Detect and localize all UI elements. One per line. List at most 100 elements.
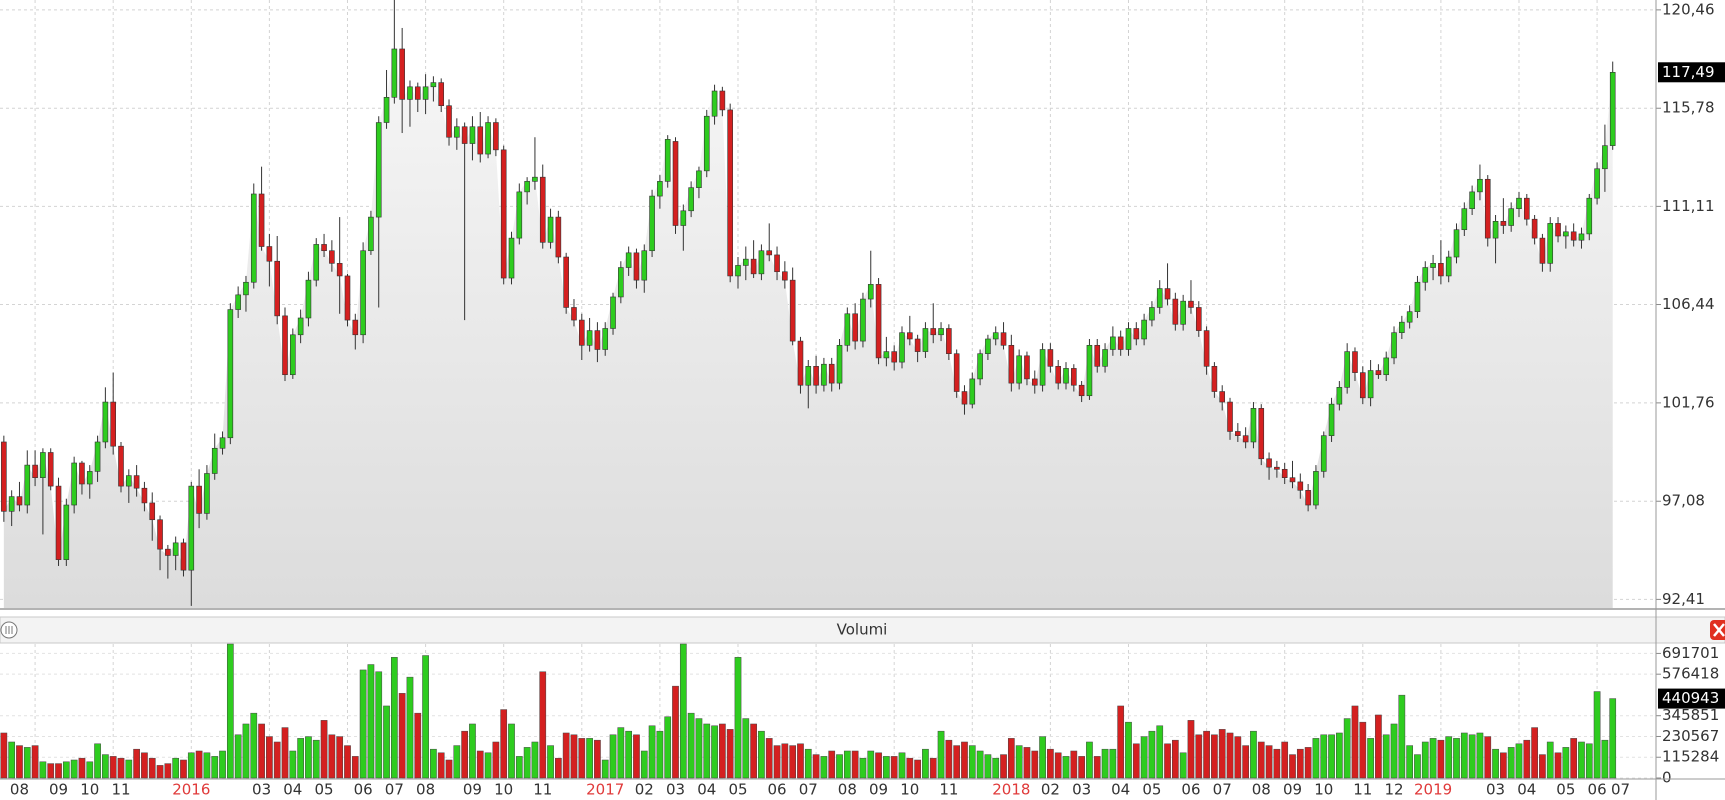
- volume-bar: [922, 748, 929, 779]
- candle-body: [1578, 233, 1585, 241]
- volume-bar: [773, 745, 781, 779]
- candle-body: [1500, 221, 1507, 226]
- candle-body: [485, 122, 491, 155]
- candle-body: [1305, 490, 1311, 506]
- volume-bar: [78, 757, 86, 779]
- x-tick-label: 10: [900, 781, 919, 799]
- volume-bar: [555, 757, 562, 779]
- volume-bar: [1507, 747, 1515, 779]
- candle-body: [399, 48, 405, 100]
- volume-bar: [1140, 736, 1148, 779]
- candle-body: [321, 244, 327, 252]
- x-tick-label: 03: [1072, 781, 1091, 799]
- volume-bar: [1531, 727, 1538, 779]
- candle-body: [24, 464, 31, 506]
- volume-bar: [23, 747, 31, 779]
- close-panel-button[interactable]: [1710, 620, 1725, 640]
- volume-bar: [484, 752, 492, 779]
- volume-bar: [445, 759, 453, 779]
- candle-body: [969, 378, 976, 405]
- volume-bar: [1609, 698, 1617, 779]
- volume-bar: [531, 741, 539, 779]
- volume-bar: [1164, 743, 1171, 779]
- candle-body: [1344, 351, 1350, 388]
- volume-bar: [172, 757, 180, 779]
- volume-bar: [226, 643, 234, 779]
- candle-body: [821, 363, 827, 386]
- x-tick-label: 2017: [586, 781, 624, 799]
- volume-bar: [1367, 738, 1374, 779]
- volume-bar: [1429, 738, 1437, 779]
- volume-bar: [1132, 743, 1140, 779]
- candle-body: [1211, 366, 1218, 392]
- candle-body: [344, 275, 351, 321]
- volume-bar: [687, 712, 695, 779]
- volume-bar: [453, 745, 461, 779]
- volume-bar: [1578, 741, 1585, 779]
- candle-body: [1258, 408, 1265, 460]
- candle-body: [1438, 263, 1444, 277]
- candle-body: [133, 475, 140, 489]
- volume-bar: [1351, 705, 1359, 779]
- candle-body: [55, 485, 62, 560]
- volume-bar: [289, 750, 297, 779]
- volume-bar: [1031, 750, 1039, 779]
- x-tick-label: 10: [1314, 781, 1333, 799]
- candle-body: [867, 284, 874, 300]
- candle-body: [1219, 391, 1226, 403]
- volume-bar: [1382, 734, 1390, 779]
- candle-body: [1188, 300, 1194, 308]
- x-tick-label: 06: [1588, 781, 1607, 799]
- candle-body: [1297, 481, 1304, 491]
- volume-bar: [1304, 747, 1312, 779]
- candle-body: [813, 366, 819, 386]
- volume-bar: [508, 723, 515, 779]
- volume-y-tick-label: 230567: [1662, 727, 1719, 745]
- volume-bar: [992, 757, 1000, 779]
- volume-bar: [890, 756, 898, 779]
- x-tick-label: 05: [728, 781, 747, 799]
- candle-body: [446, 105, 452, 138]
- volume-bar: [148, 757, 156, 779]
- volume-bar: [594, 739, 601, 779]
- volume-bar: [562, 732, 570, 779]
- volume-bar: [1343, 718, 1351, 779]
- volume-bar: [55, 763, 62, 779]
- x-tick-label: 10: [494, 781, 513, 799]
- volume-bar: [1203, 730, 1210, 779]
- candle-body: [742, 258, 749, 266]
- volume-bar: [1000, 754, 1007, 779]
- candle-body: [1133, 328, 1140, 340]
- x-tick-label: 02: [635, 781, 654, 799]
- volume-bar: [1273, 748, 1281, 779]
- volume-bar: [1015, 745, 1023, 779]
- volume-bar: [1265, 745, 1273, 779]
- last-price-label: 117,49: [1662, 63, 1715, 81]
- volume-bar: [203, 752, 211, 779]
- candle-body: [1570, 231, 1577, 241]
- volume-bar: [867, 750, 875, 779]
- volume-bar: [1375, 714, 1382, 779]
- volume-bar: [929, 757, 937, 779]
- volume-bar: [94, 743, 101, 779]
- candle-body: [274, 260, 281, 317]
- candle-body: [118, 445, 124, 487]
- candle-body: [79, 462, 85, 485]
- price-panel: 120,46 115,78 111,11 106,44 101,76 97,08 92,41…: [0, 0, 1725, 609]
- volume-bar: [1328, 734, 1335, 779]
- candle-body: [375, 122, 382, 218]
- volume-bar: [242, 723, 250, 779]
- volume-bar: [648, 725, 656, 779]
- candle-body: [383, 97, 390, 123]
- volume-bar: [664, 716, 672, 779]
- volume-bar: [1546, 741, 1554, 779]
- candle-body: [789, 279, 796, 342]
- x-tick-label: 03: [666, 781, 685, 799]
- y-tick-label: 92,41: [1662, 590, 1705, 608]
- candle-body: [493, 122, 499, 151]
- candle-body: [727, 109, 733, 277]
- candle-body: [1172, 298, 1179, 325]
- candle-body: [641, 250, 648, 281]
- candle-body: [1031, 378, 1038, 386]
- candle-body: [1203, 330, 1210, 367]
